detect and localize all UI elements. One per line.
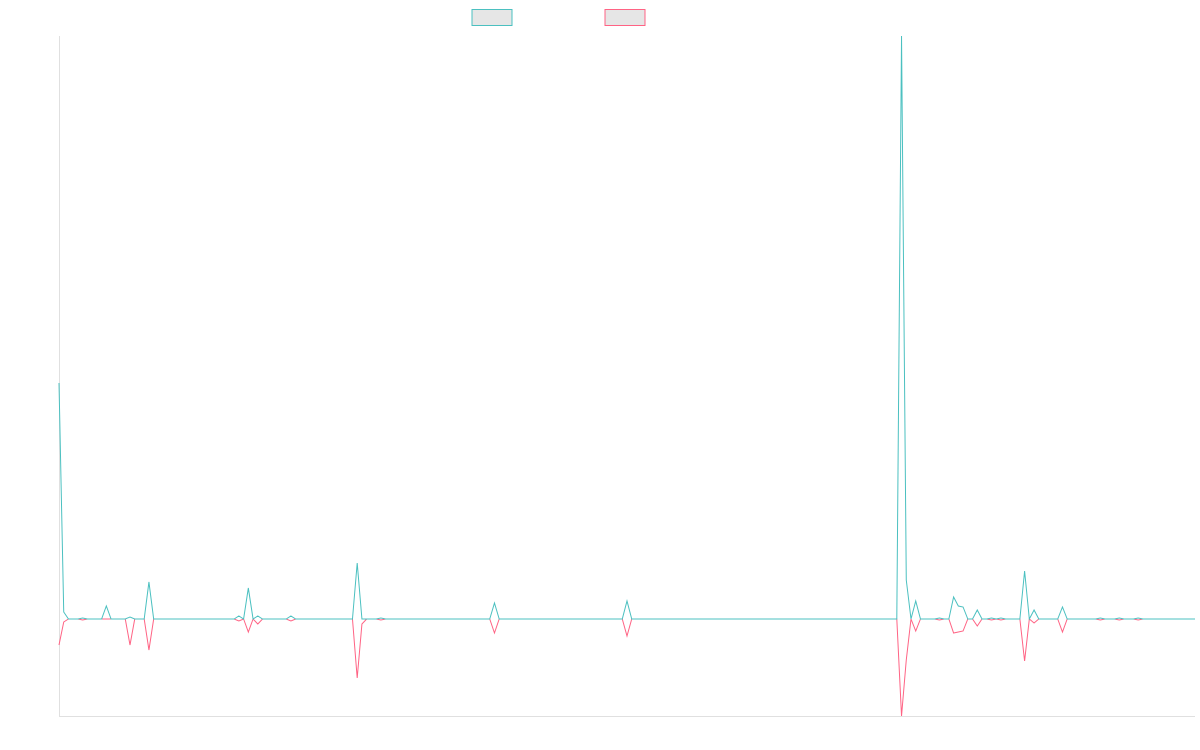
legend-swatch[interactable]: [604, 9, 646, 26]
series-line: [58, 618, 1195, 717]
legend-swatch[interactable]: [471, 9, 513, 26]
series-line: [58, 35, 1195, 621]
